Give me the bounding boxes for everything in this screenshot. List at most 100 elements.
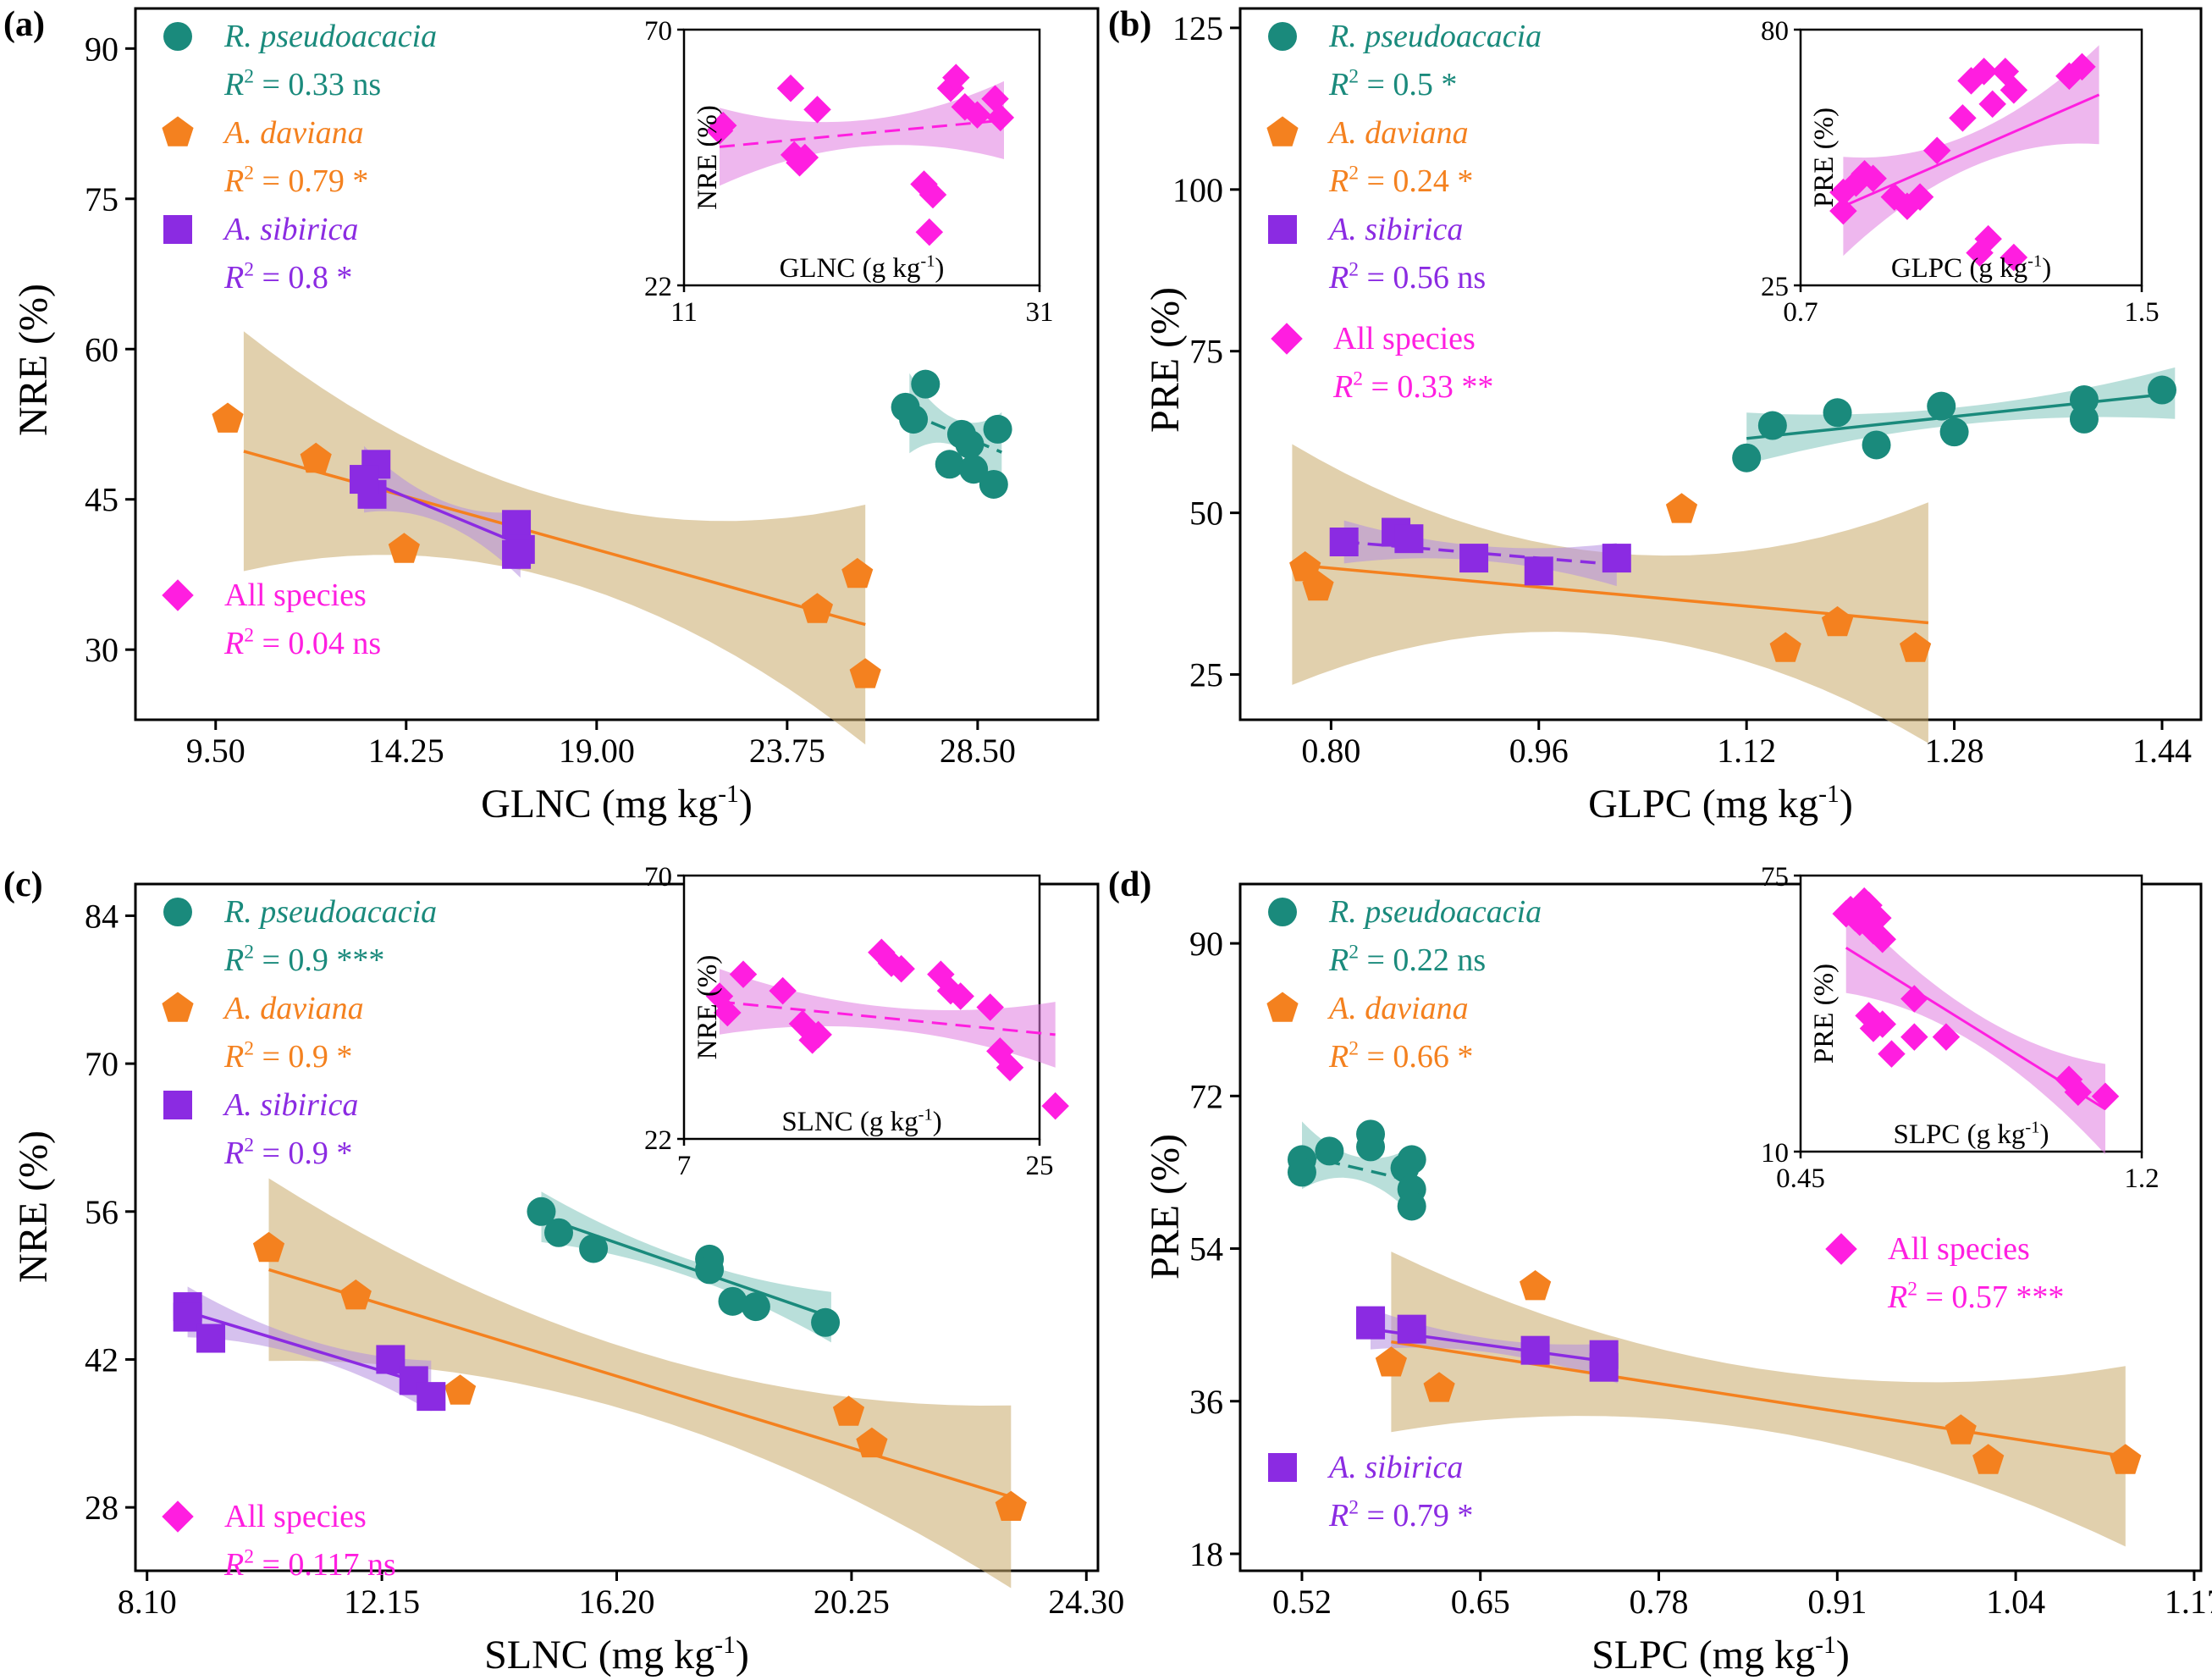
fit-line-as [1343,540,1617,566]
inset-data-point [2000,76,2028,104]
data-point-as [1520,1335,1550,1365]
inset-data-point [951,92,979,121]
y-axis-label: PRE (%) [1143,287,1188,433]
r2-superscript: 2 [244,1135,254,1157]
panel-letter: (c) [3,865,43,904]
inset-data-point [946,982,974,1010]
inset-y-axis-label: NRE (%) [692,955,723,1060]
r2-symbol: R [223,260,244,296]
inset-y-tick-label: 10 [1761,1138,1789,1169]
r2-value: = 0.56 ns [1359,260,1486,296]
r2-superscript: 2 [244,66,254,88]
legend-r2: R2 = 0.79 * [1328,1497,1473,1534]
axis-label-superscript: -1 [918,1105,933,1124]
legend-r2: R2 = 0.9 *** [223,942,384,978]
inset-data-point [1900,1023,1928,1051]
data-point-rp [983,414,1012,444]
fit-line-ad [1292,562,1929,625]
data-point-ad [2110,1444,2142,1474]
x-tick-label: 20.25 [814,1583,890,1621]
axis-label-superscript: -1 [714,1631,736,1659]
data-point-ad [1769,632,1801,662]
data-point-ad [300,442,332,473]
data-point-ad [1302,570,1334,601]
inset-y-tick-label: 22 [644,272,672,302]
data-point-rp [811,1307,841,1337]
inset-y-axis-label: PRE (%) [1809,964,1840,1064]
inset-x-tick-label: 11 [670,297,698,328]
x-tick-label: 0.65 [1451,1583,1510,1621]
inset-data-point [1978,90,2006,119]
axis-label-base: NRE (%) [11,284,56,436]
r2-symbol: R [223,942,244,978]
inset-data-point [1864,904,1892,932]
fit-line-ad [268,1268,1012,1499]
inset-data-point [776,74,805,102]
legend-r2-all: R2 = 0.33 ** [1332,368,1493,405]
y-tick-label: 75 [85,180,119,218]
inset-x-tick-label: 1.2 [2124,1163,2159,1194]
legend-marker-all [1825,1233,1857,1265]
x-tick-label: 16.20 [579,1583,655,1621]
r2-superscript: 2 [244,942,254,964]
inset-x-tick-label: 31 [1026,297,1054,328]
legend-species-name: R. pseudoacacia [223,894,437,930]
legend-r2: R2 = 0.79 * [223,163,368,199]
legend-species-name: A. sibirica [1327,1450,1463,1485]
data-point-ad [252,1231,285,1263]
axis-label-superscript: -1 [2027,251,2042,270]
inset-x-tick-label: 1.5 [2124,297,2159,328]
axis-label-base: PRE (%) [1809,964,1840,1064]
inset-data-point [2064,1078,2093,1107]
inset-y-tick-label: 75 [1761,862,1789,892]
data-point-rp [1939,417,1969,447]
axis-label-end: ) [2042,253,2051,284]
r2-superscript: 2 [1907,1279,1917,1301]
r2-superscript: 2 [1353,368,1363,390]
legend-species-name: R. pseudoacacia [1328,894,1542,930]
r2-superscript: 2 [244,1546,254,1568]
y-tick-label: 25 [1189,656,1223,694]
data-point-as [1602,544,1631,573]
r2-value: = 0.9 * [254,1136,352,1171]
data-point-ad [1423,1372,1455,1402]
legend-all-species: All species [1333,321,1476,356]
y-tick-label: 72 [1189,1077,1223,1115]
axis-label-superscript: -1 [718,780,739,808]
legend-marker-all [162,579,194,611]
data-point-as [1524,556,1553,586]
data-point-rp [1397,1191,1426,1221]
data-point-ad [995,1490,1027,1521]
inset-x-axis-label: GLPC (g kg-1) [1891,251,2051,284]
data-point-ad [832,1395,865,1426]
x-tick-label: 9.50 [186,732,245,770]
data-point-as [502,510,532,539]
y-tick-label: 60 [85,330,119,368]
data-point-as [1397,1314,1426,1344]
data-point-ad [212,402,244,433]
inset-x-tick-label: 25 [1026,1151,1054,1181]
r2-value: = 0.22 ns [1359,942,1486,978]
x-tick-label: 28.50 [940,732,1016,770]
y-tick-label: 70 [85,1045,119,1083]
x-tick-label: 19.00 [559,732,635,770]
r2-symbol: R [1328,260,1349,296]
inset-x-tick-label: 0.45 [1776,1163,1825,1194]
inset-data-point [729,960,758,988]
x-axis-label: SLPC (mg kg-1) [1591,1631,1850,1677]
inset-data-point [915,218,944,246]
axis-label-base: PRE (%) [1143,1134,1188,1279]
legend-marker-ad [1266,992,1299,1022]
r2-symbol: R [223,67,244,102]
data-point-rp [527,1196,556,1226]
data-point-rp [935,450,964,479]
r2-symbol: R [223,163,244,199]
x-tick-label: 24.30 [1048,1583,1124,1621]
inset-data-point [887,954,915,983]
inset-data-point [791,143,819,172]
r2-symbol: R [223,626,244,661]
y-tick-label: 90 [85,30,119,68]
